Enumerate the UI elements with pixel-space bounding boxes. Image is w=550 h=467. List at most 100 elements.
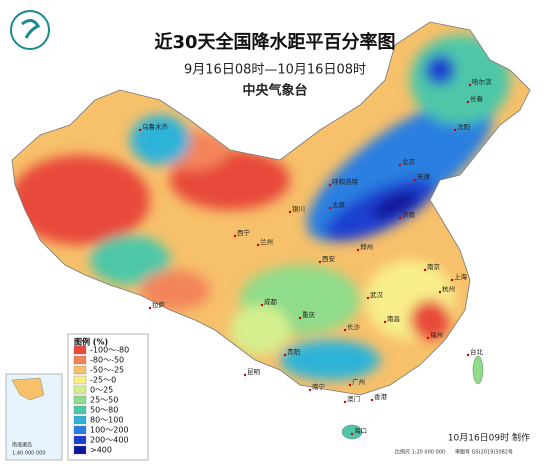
city-label: 武汉 bbox=[370, 290, 384, 299]
city-dot bbox=[148, 306, 152, 310]
legend-swatch bbox=[73, 355, 87, 365]
city-dot bbox=[233, 234, 237, 238]
border bbox=[11, 21, 531, 396]
legend-swatch bbox=[73, 425, 87, 435]
city-label: 重庆 bbox=[302, 310, 316, 319]
city-dot bbox=[450, 278, 454, 282]
city-label: 南京 bbox=[427, 262, 441, 271]
city-dot bbox=[398, 163, 402, 167]
city-dot bbox=[466, 353, 470, 357]
legend: -100～-80-80～-50-50～-25-25～00～2525～5050～8… bbox=[73, 345, 129, 455]
city-label: 兰州 bbox=[260, 237, 273, 246]
city-label: 杭州 bbox=[442, 284, 455, 293]
city-dot bbox=[343, 400, 347, 404]
city-label: 银川 bbox=[292, 204, 305, 213]
city-label: 西安 bbox=[322, 254, 336, 263]
city-label: 北京 bbox=[402, 157, 416, 166]
subtitle: 9月16日08时—10月16日08时 bbox=[184, 63, 366, 78]
city-dot bbox=[468, 83, 472, 87]
city-dot bbox=[288, 210, 292, 214]
legend-label: 0～25 bbox=[90, 386, 113, 395]
legend-swatch bbox=[73, 435, 87, 445]
legend-label: -25～0 bbox=[90, 376, 116, 385]
city-dot bbox=[318, 260, 322, 264]
legend-swatch bbox=[73, 445, 87, 455]
city-dot bbox=[298, 316, 302, 320]
city-dot bbox=[370, 398, 374, 402]
city-dot bbox=[243, 373, 247, 377]
agency: 中央气象台 bbox=[242, 83, 307, 99]
made-time: 10月16日09时 制作 bbox=[448, 432, 530, 444]
city-dot bbox=[256, 243, 260, 247]
inset-title: 南海诸岛 bbox=[12, 442, 32, 449]
legend-label: 25～50 bbox=[90, 396, 118, 405]
city-label: 澳门 bbox=[347, 394, 360, 403]
city-dot bbox=[466, 100, 470, 104]
logo-mark bbox=[21, 19, 41, 39]
city-dot bbox=[356, 248, 360, 252]
inset-land bbox=[11, 377, 45, 401]
city-label: 贵阳 bbox=[287, 347, 300, 356]
legend-swatch bbox=[73, 345, 87, 355]
city-label: 济南 bbox=[402, 210, 416, 219]
title: 近30天全国降水距平百分率图 bbox=[154, 31, 395, 53]
city-label: 广州 bbox=[352, 377, 365, 386]
legend-label: -50～-25 bbox=[90, 366, 124, 375]
legend-swatch bbox=[73, 385, 87, 395]
city-dot bbox=[138, 128, 142, 132]
city-label: 上海 bbox=[454, 272, 468, 281]
legend-label: -100～-80 bbox=[90, 346, 129, 355]
legend-label: 100～200 bbox=[90, 426, 129, 435]
approval: 审图号 GS(2019)3082号 bbox=[455, 449, 513, 456]
city-label: 长沙 bbox=[347, 322, 361, 331]
legend-label: 50～80 bbox=[90, 406, 118, 415]
city-label: 天津 bbox=[417, 173, 431, 181]
city-label: 香港 bbox=[374, 392, 388, 401]
city-dot bbox=[343, 328, 347, 332]
city-dot bbox=[308, 388, 312, 392]
city-label: 台北 bbox=[470, 347, 484, 356]
city-label: 海口 bbox=[354, 426, 367, 435]
city-dot bbox=[398, 216, 402, 220]
city-dot bbox=[383, 320, 387, 324]
legend-label: 80～100 bbox=[90, 416, 123, 425]
city-label: 呼和浩特 bbox=[332, 177, 359, 186]
city-dot bbox=[283, 353, 287, 357]
city-dot bbox=[348, 383, 352, 387]
city-dot bbox=[413, 178, 417, 182]
scale: 比例尺 1:20 000 000 bbox=[395, 449, 445, 456]
city-label: 哈尔滨 bbox=[472, 77, 492, 86]
legend-swatch bbox=[73, 395, 87, 405]
city-dot bbox=[423, 268, 427, 272]
city-label: 南昌 bbox=[387, 314, 400, 323]
city-label: 福州 bbox=[430, 330, 443, 339]
legend-swatch bbox=[73, 365, 87, 375]
hainan bbox=[341, 424, 363, 440]
taiwan bbox=[472, 355, 484, 385]
legend-title: 图例 (%) bbox=[74, 337, 108, 347]
city-label: 沈阳 bbox=[457, 122, 470, 131]
inset-scale: 1:40 000 000 bbox=[12, 451, 46, 457]
city-label: 长春 bbox=[470, 94, 484, 103]
city-dot bbox=[426, 336, 430, 340]
city-dot bbox=[350, 432, 354, 436]
legend-swatch bbox=[73, 415, 87, 425]
city-dot bbox=[260, 303, 264, 307]
city-label: 拉萨 bbox=[152, 300, 166, 309]
legend-label: -80～-50 bbox=[90, 356, 124, 365]
city-label: 昆明 bbox=[247, 368, 261, 376]
city-dot bbox=[328, 183, 332, 187]
legend-swatch bbox=[73, 405, 87, 415]
legend-label: >400 bbox=[90, 446, 112, 455]
city-label: 太原 bbox=[332, 200, 346, 209]
city-dot bbox=[328, 206, 332, 210]
city-label: 西宁 bbox=[237, 228, 251, 237]
city-dot bbox=[453, 128, 457, 132]
city-label: 成都 bbox=[264, 297, 278, 306]
city-dot bbox=[438, 290, 442, 294]
city-dot bbox=[366, 296, 370, 300]
city-label: 南宁 bbox=[312, 382, 326, 391]
city-label: 郑州 bbox=[360, 243, 373, 251]
